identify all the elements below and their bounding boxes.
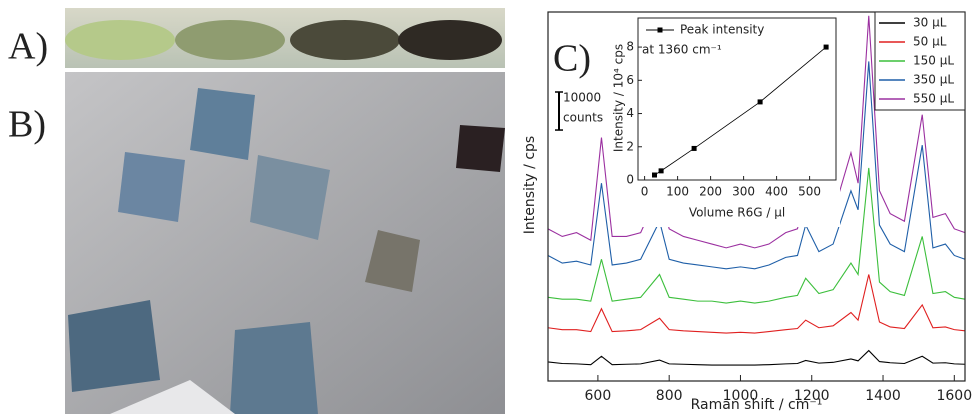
data-point [652,172,657,178]
y-axis-label: Intensity / 10⁴ cps [612,44,626,152]
inset-chart: 0 100 200 300 400 500 0 2 4 6 8 Volume R6G / µl Inte… [612,17,837,220]
panel-label: A) [8,26,48,68]
photo-a [65,8,505,68]
data-point [823,44,829,50]
scale-bar-label: counts [563,111,603,125]
y-tick-label: 4 [626,106,634,120]
x-tick-label: 300 [732,185,755,199]
x-tick-label: 800 [656,388,683,404]
x-tick-label: 200 [699,185,722,199]
y-tick-label: 8 [626,40,634,54]
x-tick-label: 600 [585,388,612,404]
photo-b [65,72,505,414]
legend-label: 30 µL [913,16,947,30]
scale-bar-label: 10000 [563,91,601,105]
annotation: at 1360 cm⁻¹ [642,43,722,57]
data-point [757,99,763,105]
x-tick-label: 100 [666,185,689,199]
axes-frame [547,11,966,382]
legend-label: 550 µL [913,92,954,106]
inset-frame [637,17,837,181]
legend-marker [657,27,663,33]
x-tick-label: 500 [798,185,821,199]
legend-label: 50 µL [913,35,947,49]
spectrum-line [547,15,966,249]
x-tick-label: 1400 [865,388,901,404]
spectrum-line [547,61,966,270]
legend-label: 150 µL [913,54,954,68]
y-tick-label: 0 [626,173,634,187]
data-point [658,168,664,174]
legend-label: Peak intensity [680,23,764,37]
x-tick-label: 1000 [723,388,759,404]
panel-label: C) [553,38,591,80]
spectrum-line [547,349,966,366]
data-point [691,145,697,151]
spectrum-line [547,167,966,304]
y-tick-label: 2 [626,139,634,153]
y-axis-label: Intensity / cps [522,136,538,234]
legend-label: 350 µL [913,73,954,87]
x-tick-label: 400 [765,185,788,199]
x-tick-label: 0 [641,185,649,199]
panel-label: B) [8,104,46,146]
x-axis-label: Volume R6G / µl [689,206,785,220]
y-tick-label: 6 [626,73,634,87]
inset-background [612,15,840,227]
spectrum-line [547,274,966,334]
x-tick-label: 1200 [794,388,830,404]
x-tick-label: 1600 [936,388,972,404]
x-axis-label: Raman shift / cm⁻¹ [691,397,823,413]
